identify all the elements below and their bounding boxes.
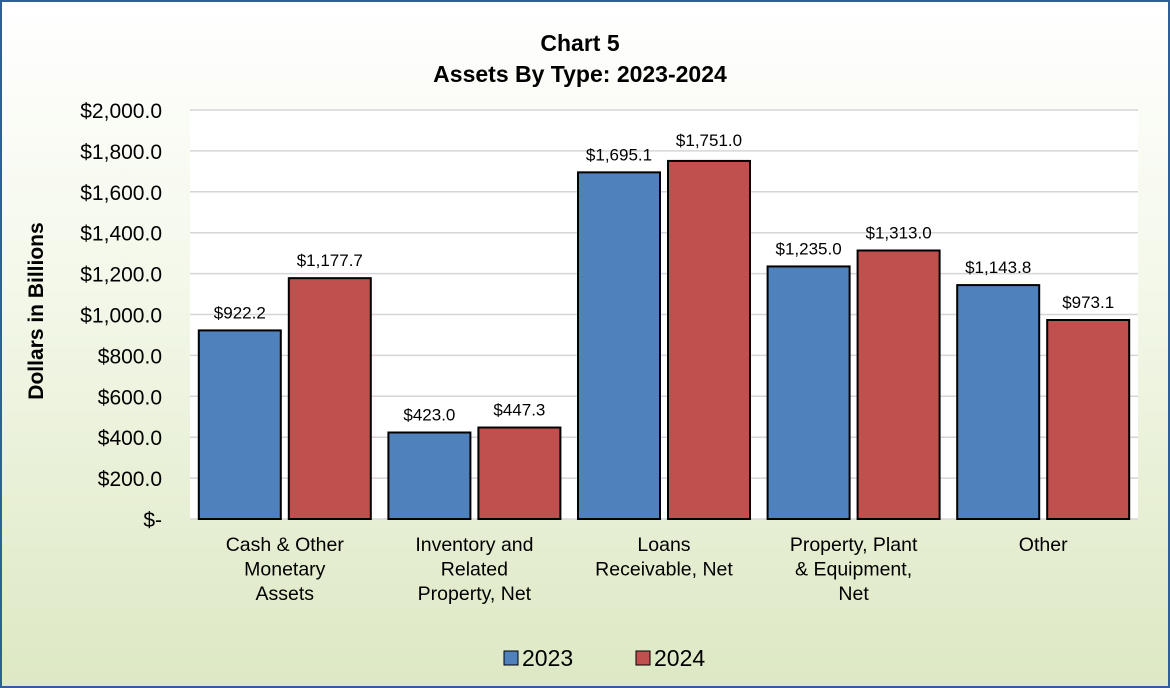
y-tick-label: $- (143, 509, 162, 532)
y-tick-label: $1,800.0 (80, 141, 162, 164)
data-label-2023: $1,695.1 (586, 145, 652, 164)
x-category-label: Inventory and (415, 534, 533, 556)
data-label-2024: $973.1 (1062, 293, 1114, 312)
y-axis-label: Dollars in Billions (25, 222, 48, 399)
legend: 2023 2024 (503, 645, 705, 671)
legend-label-2023: 2023 (522, 645, 573, 671)
y-tick-label: $1,200.0 (80, 264, 162, 287)
y-tick-label: $2,000.0 (80, 100, 162, 123)
bar-2023 (197, 329, 282, 520)
legend-swatch-2024 (635, 650, 651, 666)
legend-swatch-2023 (503, 650, 519, 666)
x-category-label: Related (441, 559, 508, 581)
x-category-label: Monetary (244, 559, 326, 581)
bar-2023 (387, 431, 472, 520)
bar-2024 (287, 277, 372, 520)
y-tick-labels: $- $200.0 $400.0 $600.0 $800.0 $1,000.0 $1,200… (80, 100, 162, 532)
y-tick-label: $1,000.0 (80, 305, 162, 328)
y-tick-label: $1,400.0 (80, 223, 162, 246)
x-category-label: Cash & Other (226, 534, 345, 556)
data-label-2023: $1,143.8 (965, 258, 1031, 277)
data-label-2024: $1,177.7 (297, 251, 363, 270)
data-label-2023: $922.2 (214, 303, 266, 322)
bars (197, 159, 1131, 521)
data-label-2023: $1,235.0 (776, 239, 842, 258)
chart-subtitle: Assets By Type: 2023-2024 (433, 61, 727, 87)
chart-title: Chart 5 (540, 30, 619, 56)
bar-2024 (667, 159, 751, 520)
x-category-label: & Equipment, (795, 559, 912, 581)
x-category-label: Receivable, Net (595, 559, 733, 581)
data-label-2024: $1,751.0 (676, 131, 742, 150)
bar-2024 (1046, 319, 1131, 520)
y-tick-label: $200.0 (98, 468, 162, 491)
x-category-label: Property, Net (418, 583, 532, 605)
data-label-2024: $1,313.0 (866, 223, 932, 242)
legend-label-2024: 2024 (654, 645, 705, 671)
y-tick-label: $1,600.0 (80, 182, 162, 205)
data-label-2024: $447.3 (493, 401, 545, 420)
x-category-label: Assets (256, 583, 315, 605)
bar-2023 (766, 265, 851, 520)
bar-2024 (856, 249, 941, 521)
x-category-label: Other (1019, 534, 1068, 556)
data-labels: $922.2 $1,177.7 $423.0 $447.3 $1,695.1 $1,751… (214, 131, 1114, 425)
data-label-2023: $423.0 (403, 405, 455, 424)
x-category-label: Net (838, 583, 869, 605)
x-category-label: Loans (637, 534, 690, 556)
bar-2023 (956, 284, 1041, 520)
bar-2023 (577, 171, 661, 520)
y-tick-label: $600.0 (98, 386, 162, 409)
bar-2024 (477, 426, 562, 521)
y-tick-label: $400.0 (98, 427, 162, 450)
x-category-label: Property, Plant (790, 534, 918, 556)
y-tick-label: $800.0 (98, 345, 162, 368)
